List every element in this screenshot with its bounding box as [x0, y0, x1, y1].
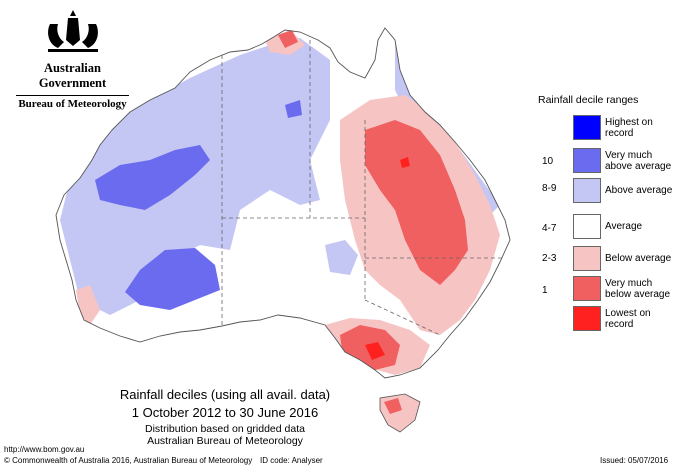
legend-swatch-very-below	[573, 276, 601, 301]
coastline	[55, 27, 511, 379]
department-name: Bureau of Meteorology	[18, 98, 127, 110]
region-very-above-north	[285, 100, 302, 118]
legend-range-1: 1	[542, 285, 548, 296]
legend-label-above: Above average	[605, 185, 673, 196]
legend-swatch-average	[573, 214, 601, 239]
map-period: 1 October 2012 to 30 June 2016	[131, 405, 319, 420]
issued-date-text: Issued: 05/07/2016	[600, 456, 669, 465]
tasmania	[379, 393, 421, 433]
legend-label-highest: Highest on record	[605, 117, 653, 139]
map-source-note: Australian Bureau of Meteorology	[147, 435, 303, 447]
footer-bar: © Commonwealth of Australia 2016, Austra…	[0, 455, 680, 467]
region-very-above-pilbara	[95, 145, 210, 210]
id-code-text: ID code: Analyser	[260, 456, 323, 465]
legend-swatch-lowest	[573, 306, 601, 331]
legend-label-average: Average	[605, 221, 643, 232]
legend-range-2-3: 2-3	[542, 253, 557, 264]
map-method-note: Distribution based on gridded data	[145, 423, 305, 435]
legend-label-very-below: Very much below average	[605, 278, 671, 300]
legend-range-4-7: 4-7	[542, 223, 557, 234]
region-above-average-east	[395, 40, 500, 215]
legend-range-8-9: 8-9	[542, 183, 557, 194]
region-very-above-south	[125, 248, 220, 310]
legend-swatch-below	[573, 246, 601, 271]
coat-of-arms-icon	[47, 10, 98, 52]
bom-url-link[interactable]: http://www.bom.gov.au	[4, 445, 85, 454]
legend-range-10: 10	[542, 156, 554, 167]
legend-swatch-very-above	[573, 148, 601, 173]
region-above-average-central	[325, 240, 358, 275]
map-title: Rainfall deciles (using all avail. data)	[119, 387, 331, 402]
bom-logo-block: Australian Government Bureau of Meteorol…	[10, 10, 135, 110]
copyright-text: © Commonwealth of Australia 2016, Austra…	[4, 456, 253, 465]
region-very-below-qld	[365, 120, 468, 285]
region-lowest-record-vic	[365, 342, 385, 360]
region-lowest-record-qld	[400, 157, 410, 168]
region-above-average-west	[60, 38, 330, 315]
region-very-below-north	[278, 30, 298, 48]
legend-title: Rainfall decile ranges	[538, 94, 639, 106]
legend-swatch-highest	[573, 115, 601, 140]
government-name: Australian Government	[38, 61, 107, 90]
state-borders	[221, 40, 505, 336]
legend-label-below: Below average	[605, 253, 672, 264]
logo-divider	[16, 95, 129, 96]
legend-label-very-above: Very much above average	[605, 150, 672, 172]
tasmania-very-below	[384, 398, 402, 414]
legend-swatch-above	[573, 178, 601, 203]
legend-label-lowest: Lowest on record	[605, 308, 651, 330]
